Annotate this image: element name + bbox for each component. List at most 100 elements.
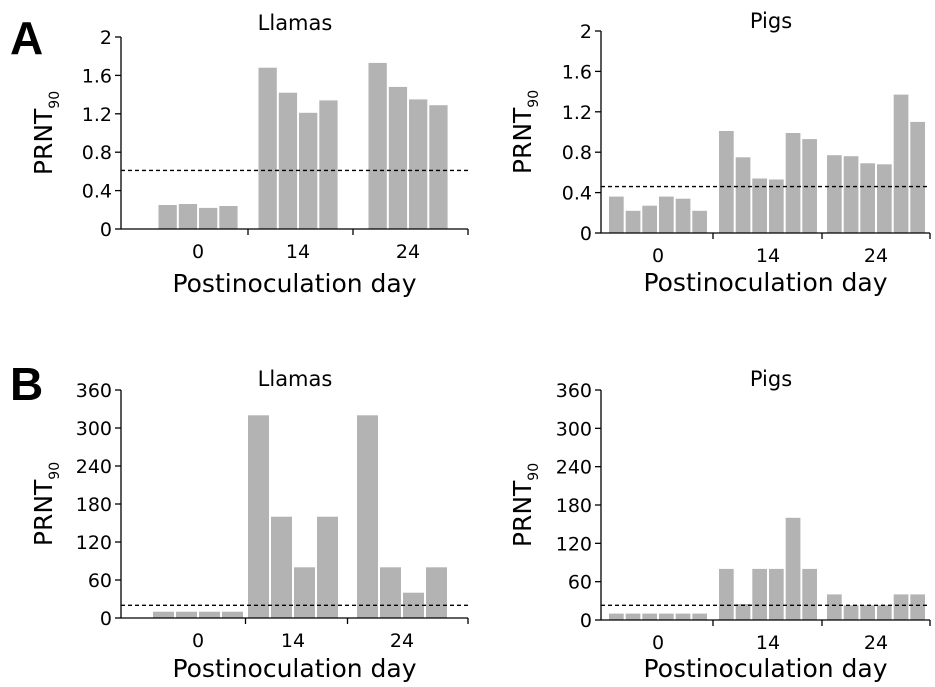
bar [429, 105, 448, 229]
bar [368, 62, 387, 230]
y-tick-label: 300 [556, 418, 592, 440]
bar [176, 611, 197, 618]
bar [625, 613, 641, 620]
chart-title: Llamas [258, 11, 333, 35]
bar [222, 611, 243, 618]
y-tick-label: 0 [100, 608, 112, 630]
y-axis-label-subscript: 90 [526, 463, 542, 481]
bar [153, 611, 174, 618]
y-tick-label: 360 [76, 380, 112, 402]
chart-0: Llamas 0 14 24 0 0.4 0.8 1.2 1.6 2 Postinoculation… [29, 11, 469, 298]
y-tick-label: 0 [580, 610, 592, 632]
y-tick-label: 0.8 [82, 142, 112, 164]
y-axis-label-main: PRNT [508, 480, 537, 547]
bar [388, 86, 408, 230]
x-tick-label: 0 [652, 245, 664, 267]
bar [659, 613, 674, 620]
y-tick-label: 0.8 [562, 142, 592, 164]
bar [735, 604, 751, 620]
y-tick-label: 120 [556, 533, 592, 555]
x-tick-label: 14 [286, 241, 310, 263]
bar [769, 179, 784, 233]
x-tick-label: 24 [864, 245, 888, 267]
panel-letter-b: B [10, 358, 43, 410]
y-axis-label: PRNT90 [29, 462, 63, 546]
x-tick-label: 0 [192, 630, 204, 652]
y-axis-label-main: PRNT [508, 107, 537, 174]
bar [357, 415, 378, 618]
y-tick-label: 1.2 [562, 102, 592, 124]
x-axis-label: Postinoculation day [172, 654, 416, 683]
bar [317, 516, 338, 618]
bar [199, 611, 220, 618]
y-axis-label-main: PRNT [29, 108, 58, 175]
chart-1: Pigs 0 14 24 0 0.4 0.8 1.2 1.6 2 Postinoculation d… [508, 9, 931, 297]
bar [877, 605, 892, 620]
y-tick-label: 120 [76, 532, 112, 554]
y-tick-label: 0 [580, 223, 592, 245]
x-tick-label: 24 [396, 241, 420, 263]
bar [860, 605, 875, 620]
bar [178, 204, 198, 229]
bar [609, 613, 624, 620]
y-axis-label-subscript: 90 [47, 91, 63, 109]
y-tick-label: 1.2 [82, 104, 112, 126]
bar [692, 210, 707, 233]
bar [403, 592, 424, 618]
y-tick-label: 240 [556, 457, 592, 479]
bar [735, 157, 751, 234]
bar [752, 178, 767, 233]
y-tick-label: 0.4 [82, 181, 112, 203]
bar [642, 205, 657, 233]
panel-letter-a: A [10, 12, 43, 64]
bar [877, 164, 892, 233]
chart-title: Llamas [258, 367, 333, 391]
bar [642, 613, 657, 620]
y-tick-label: 240 [76, 456, 112, 478]
x-axis-label: Postinoculation day [643, 268, 887, 297]
bar [843, 156, 859, 233]
bar [910, 121, 925, 233]
x-tick-label: 0 [652, 632, 664, 654]
y-tick-label: 180 [556, 495, 592, 517]
bar [625, 210, 641, 233]
chart-title: Pigs [750, 9, 792, 33]
x-tick-label: 24 [390, 630, 414, 652]
bar [409, 99, 428, 230]
y-tick-label: 180 [76, 494, 112, 516]
bar [271, 516, 292, 618]
bar [319, 100, 338, 230]
y-tick-label: 1.6 [562, 61, 592, 83]
bar [910, 594, 925, 620]
x-tick-label: 14 [281, 630, 305, 652]
x-tick-label: 0 [192, 241, 204, 263]
y-axis-label: PRNT90 [508, 463, 542, 547]
x-tick-label: 14 [756, 632, 780, 654]
chart-title: Pigs [750, 367, 792, 391]
bar [675, 198, 691, 233]
bar [860, 163, 875, 233]
bar [769, 568, 784, 620]
bar [278, 92, 298, 229]
bar [893, 94, 909, 233]
bar [294, 567, 315, 618]
bar [158, 205, 177, 229]
bar [802, 568, 817, 620]
bar [609, 196, 624, 233]
y-tick-label: 1.6 [82, 65, 112, 87]
y-tick-label: 2 [580, 21, 592, 43]
x-axis-label: Postinoculation day [172, 269, 416, 298]
bar [893, 594, 909, 620]
bar [719, 131, 734, 233]
bar [802, 139, 817, 233]
x-tick-label: 24 [864, 632, 888, 654]
y-tick-label: 60 [568, 572, 592, 594]
y-tick-label: 300 [76, 418, 112, 440]
bar [785, 517, 801, 620]
bar [827, 155, 842, 233]
y-axis-label-main: PRNT [29, 479, 58, 546]
